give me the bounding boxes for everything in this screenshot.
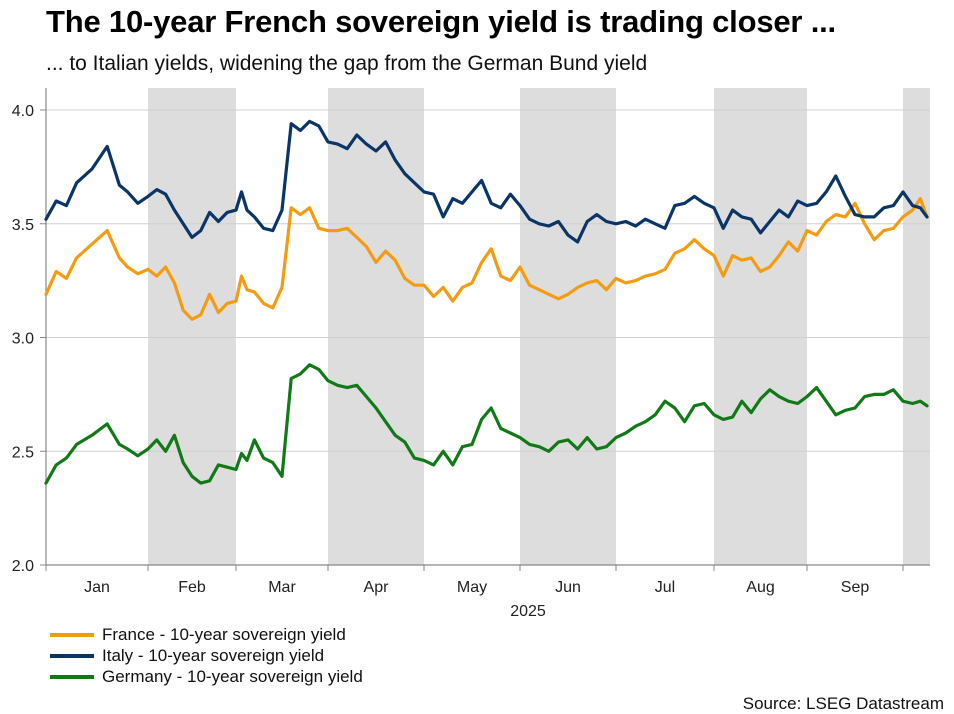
shaded-band [328, 88, 424, 565]
legend-label-italy: Italy - 10-year sovereign yield [102, 645, 325, 665]
x-axis-year-label: 2025 [510, 603, 546, 620]
y-axis-ticks: 2.0 2.5 3.0 3.5 4.0 [12, 103, 46, 575]
series-line-italy [44, 119, 929, 244]
y-tick-label: 2.5 [12, 444, 34, 461]
legend-item-germany: Germany - 10-year sovereign yield [50, 666, 363, 687]
x-tick-label: Aug [746, 579, 774, 596]
x-tick-label: Feb [178, 579, 206, 596]
legend-swatch-italy [50, 653, 94, 658]
legend-swatch-france [50, 632, 94, 637]
shaded-band [714, 88, 807, 565]
shaded-band [903, 88, 930, 565]
x-tick-label: Apr [364, 579, 390, 596]
x-tick-label: Mar [268, 579, 296, 596]
chart-subtitle: ... to Italian yields, widening the gap … [46, 52, 648, 75]
y-tick-label: 3.0 [12, 331, 34, 348]
series-lines [44, 119, 929, 485]
x-axis-ticks: Jan Feb Mar Apr May Jun Jul Aug Sep [45, 565, 904, 596]
y-tick-label: 4.0 [12, 103, 34, 120]
y-tick-label: 2.0 [12, 558, 34, 575]
series-line-france [44, 197, 929, 321]
shaded-band [520, 88, 616, 565]
x-tick-label: May [457, 579, 487, 596]
series-line-germany [44, 363, 929, 485]
source-note: Source: LSEG Datastream [742, 694, 944, 713]
legend: France - 10-year sovereign yield Italy -… [50, 624, 363, 687]
legend-item-italy: Italy - 10-year sovereign yield [50, 645, 363, 666]
x-tick-label: Sep [841, 579, 870, 596]
legend-label-germany: Germany - 10-year sovereign yield [102, 666, 363, 686]
legend-item-france: France - 10-year sovereign yield [50, 624, 363, 645]
shaded-band [148, 88, 236, 565]
y-tick-label: 3.5 [12, 217, 34, 234]
axes [45, 88, 930, 566]
legend-label-france: France - 10-year sovereign yield [102, 624, 346, 644]
legend-swatch-germany [50, 674, 94, 679]
x-tick-label: Jun [555, 579, 581, 596]
chart-title: The 10-year French sovereign yield is tr… [46, 4, 836, 39]
gridlines [46, 109, 930, 452]
x-tick-label: Jul [655, 579, 675, 596]
shaded-month-bands [148, 88, 930, 565]
x-tick-label: Jan [84, 579, 110, 596]
